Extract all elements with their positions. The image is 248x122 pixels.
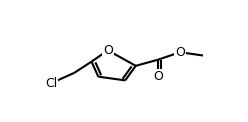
Text: O: O bbox=[153, 70, 163, 83]
Text: O: O bbox=[103, 44, 113, 57]
Text: Cl: Cl bbox=[45, 77, 57, 90]
Text: O: O bbox=[175, 46, 185, 59]
